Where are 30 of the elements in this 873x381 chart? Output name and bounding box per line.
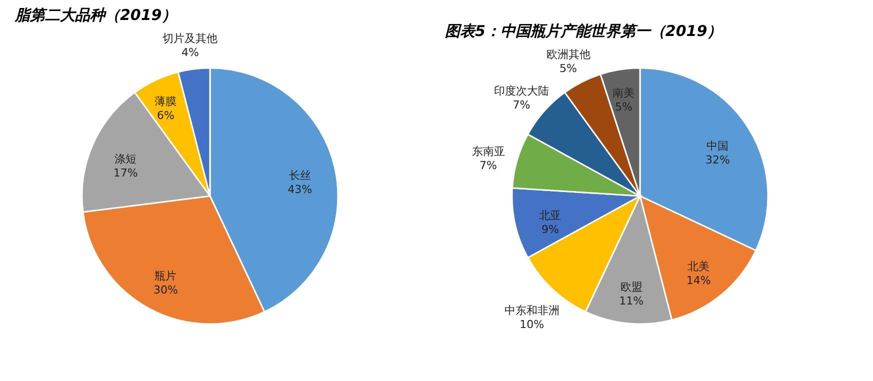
slice-label: 欧洲其他 xyxy=(546,48,590,62)
data-label: 5% xyxy=(560,62,577,76)
slice-label: 长丝 xyxy=(288,168,311,182)
slice-label: 涤短 xyxy=(114,152,137,166)
slice-label: 切片及其他 xyxy=(162,32,218,46)
slice-label: 南美 xyxy=(612,86,635,100)
slice-label: 北美 xyxy=(688,260,710,273)
data-label: 11% xyxy=(619,294,644,308)
data-label: 7% xyxy=(480,158,497,172)
slice-label: 中东和非洲 xyxy=(504,304,560,318)
data-label: 10% xyxy=(520,318,544,332)
slice-label: 中国 xyxy=(706,140,729,153)
chart-title: 脂第二大品种（2019） xyxy=(14,6,177,24)
slice-label: 印度次大陆 xyxy=(494,84,549,98)
data-label: 5% xyxy=(615,100,632,114)
data-label: 7% xyxy=(512,98,530,112)
data-label: 4% xyxy=(181,46,199,60)
data-label: 9% xyxy=(541,223,559,236)
data-label: 30% xyxy=(153,284,178,297)
slice-label: 东南亚 xyxy=(472,144,505,158)
data-label: 14% xyxy=(686,274,711,287)
slice-label: 瓶片 xyxy=(154,270,177,283)
chart-title: 图表5：中国瓶片产能世界第一（2019） xyxy=(445,22,722,40)
slice-label: 薄膜 xyxy=(154,94,177,108)
data-label: 6% xyxy=(156,108,174,122)
data-label: 17% xyxy=(113,166,138,180)
slice-label: 北亚 xyxy=(539,209,562,222)
data-label: 32% xyxy=(705,154,730,167)
data-label: 43% xyxy=(288,182,312,196)
slice-label: 欧盟 xyxy=(620,280,642,294)
